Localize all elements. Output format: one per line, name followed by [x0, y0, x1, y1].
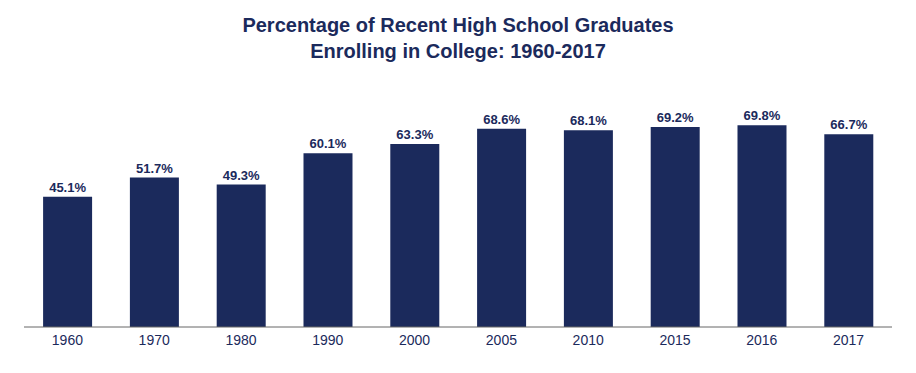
svg-text:45.1%: 45.1% [49, 180, 86, 195]
svg-text:1970: 1970 [139, 332, 170, 348]
svg-text:60.1%: 60.1% [310, 136, 347, 151]
svg-text:1990: 1990 [312, 332, 343, 348]
svg-text:1980: 1980 [225, 332, 256, 348]
svg-text:68.1%: 68.1% [570, 113, 607, 128]
svg-text:66.7%: 66.7% [830, 117, 867, 132]
html-text:Percentage of Recent High Scho: Percentage of Recent High School Graduat… [242, 14, 674, 62]
svg-text:2005: 2005 [486, 332, 517, 348]
svg-text:2000: 2000 [399, 332, 430, 348]
svg-text:68.6%: 68.6% [483, 112, 520, 127]
svg-text:2010: 2010 [573, 332, 604, 348]
svg-text:51.7%: 51.7% [136, 161, 173, 176]
svg-text:1960: 1960 [52, 332, 83, 348]
svg-text:69.8%: 69.8% [744, 108, 781, 123]
svg-text:2016: 2016 [746, 332, 777, 348]
svg-text:2017: 2017 [833, 332, 864, 348]
svg-text:2015: 2015 [659, 332, 690, 348]
svg-text:63.3%: 63.3% [396, 127, 433, 142]
svg-text:49.3%: 49.3% [223, 168, 260, 183]
svg-text:69.2%: 69.2% [657, 110, 694, 125]
